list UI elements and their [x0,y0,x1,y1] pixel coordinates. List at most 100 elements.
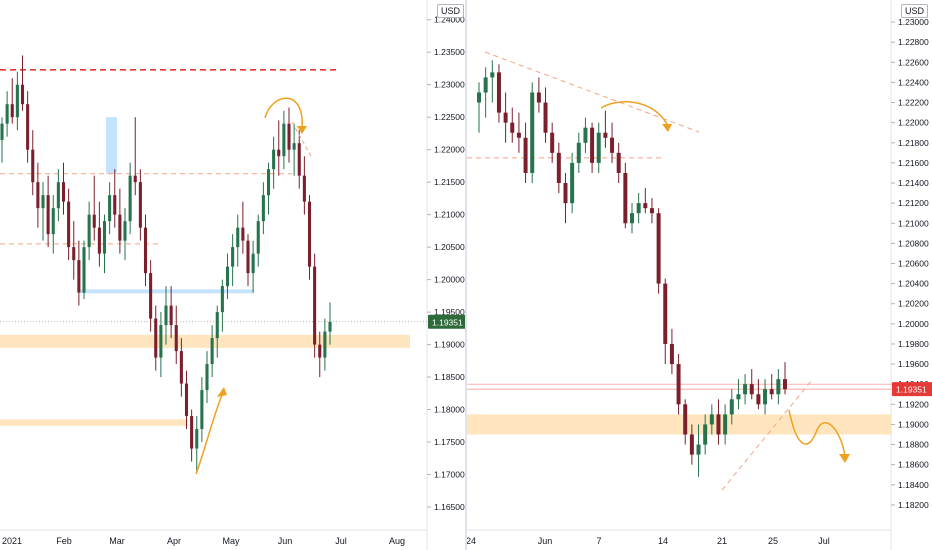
candle-body [523,137,528,173]
time-tick-label: Aug [389,536,405,546]
candle-body [610,137,615,153]
price-tick-label: 1.16500 [434,502,465,512]
candle-body [516,132,521,138]
candle-body [87,214,91,248]
candle-body [236,227,240,248]
time-tick-label: 24 [467,536,476,546]
candle-body [656,213,661,284]
candle-body [82,247,86,293]
candle-body [72,247,76,261]
candle-body [113,195,117,215]
curved-arrow-annotation [600,101,668,125]
candle-body [31,149,35,183]
candle-body [297,143,301,176]
candle-body [138,182,142,228]
candle-body [102,221,107,254]
chart-right-svg[interactable]: 1.23000 1.22800 1.22600 1.22400 1.22200 1.220… [467,0,932,550]
candle-body [530,92,535,173]
candle-body [179,351,183,384]
candle-body [643,203,648,209]
candle-body [184,383,189,417]
candle-body [154,318,158,358]
price-tick-label: 1.19600 [898,359,929,369]
price-tick-label: 1.23500 [434,47,465,57]
candle-body [210,338,214,365]
price-tick-label: 1.20500 [434,242,465,252]
candle-body [556,152,561,184]
price-tick-label: 1.23000 [898,17,929,27]
candle-body [323,331,327,358]
chart-pane-left[interactable]: USD 1.24000 1.23500 1.23000 1.22500 1.22000 1… [0,0,465,550]
candle-body [164,305,168,326]
candle-body [195,429,199,449]
candle-body [143,227,148,274]
candle-body [696,444,701,455]
arrow-head [217,387,227,397]
candle-body [169,305,173,326]
candle-body [266,169,271,196]
candle-body [328,321,332,332]
candle-body [313,266,317,345]
candle-body [128,175,132,222]
price-tick-label: 1.20600 [898,258,929,268]
price-tick-label: 1.18500 [434,372,465,382]
candle-body [15,84,19,118]
price-tick-label: 1.18400 [898,480,929,490]
price-tick-label: 1.19000 [434,340,465,350]
candle-body [220,286,224,313]
price-tick-label: 1.22000 [898,118,929,128]
candle-body [596,132,601,163]
time-tick-label: 2021 [2,536,22,546]
price-tick-label: 1.21500 [434,177,465,187]
price-tick-label: 1.21200 [898,198,929,208]
candle-body [536,92,541,103]
chart-pane-right[interactable]: USD 1.23000 1.22800 1.22600 1.22400 1.22200 1… [467,0,932,550]
candle-body [118,214,122,241]
candle-body [563,183,568,204]
price-tick-label: 1.22200 [898,98,929,108]
candle-body [302,175,306,202]
candle-body [683,404,688,435]
candle-body [723,414,728,435]
price-tick-label: 1.23000 [434,80,465,90]
candle-body [5,104,9,124]
price-tick-label: 1.21800 [898,138,929,148]
candle-body [205,364,209,391]
candle-body [676,364,681,405]
price-tick-label: 1.21000 [898,218,929,228]
price-tick-label: 1.21400 [898,178,929,188]
chart-left-svg[interactable]: 1.24000 1.23500 1.23000 1.22500 1.22000 1.215… [0,0,465,550]
candle-body [756,394,761,405]
candle-body [307,201,312,267]
time-tick-label: Jul [335,536,347,546]
time-tick-label: 21 [717,536,727,546]
candle-body [623,172,628,224]
candle-body [282,123,286,157]
candle-body [703,424,708,445]
trendline-annotation [721,379,813,491]
candle-body [636,203,641,214]
candle-body [92,214,96,228]
candle-body [277,149,281,157]
candle-body [709,414,714,425]
candle-body [287,123,291,150]
pane-divider[interactable] [465,0,467,550]
candle-body [56,182,60,209]
support-zone [467,414,891,435]
candle-body [51,208,55,235]
candle-body [649,208,654,214]
price-tick-label: 1.19200 [898,399,929,409]
price-tick-label: 1.18200 [898,500,929,510]
candle-body [776,379,781,395]
support-zone [0,334,410,348]
candle-body [225,266,230,287]
price-tick-label: 1.18600 [898,460,929,470]
candle-body [67,201,71,248]
candle-body [689,434,694,455]
price-tick-label: 1.21600 [898,158,929,168]
candle-body [749,384,754,395]
candle-body [215,312,219,339]
candle-body [583,127,588,143]
support-zone [80,289,254,294]
candle-body [77,260,81,293]
